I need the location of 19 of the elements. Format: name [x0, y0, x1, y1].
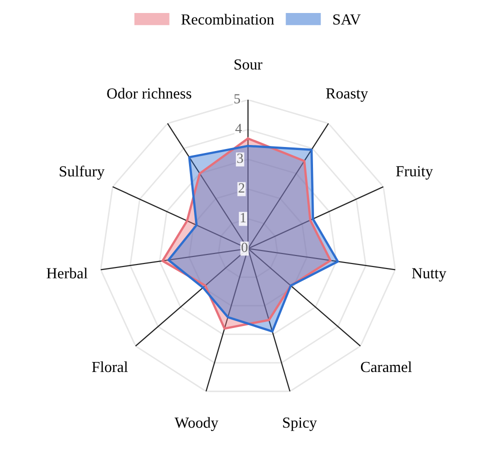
spoke-label: Spicy [283, 418, 317, 431]
y-tick-label: 2 [238, 183, 244, 192]
spoke-label: Odor richness [107, 88, 192, 99]
spoke-label: Roasty [326, 88, 368, 102]
spoke-label: Herbal [46, 268, 88, 278]
y-tick-label: 1 [240, 213, 246, 222]
legend-label: SAV [333, 14, 361, 25]
y-tick-label: 0 [242, 242, 248, 252]
spoke-label: Floral [92, 361, 128, 372]
spoke-label: Sulfury [60, 166, 105, 180]
spoke-label: Woody [174, 417, 218, 431]
y-tick-label: 4 [235, 124, 242, 134]
y-tick-label: 3 [237, 154, 243, 163]
y-tick-label: 5 [234, 94, 240, 104]
spoke-label: Fruity [396, 166, 433, 180]
spoke-label: Caramel [360, 361, 412, 372]
spoke-label: Sour [234, 59, 262, 70]
legend-label: Recombination [181, 14, 274, 25]
spoke-label: Nutty [412, 268, 446, 282]
